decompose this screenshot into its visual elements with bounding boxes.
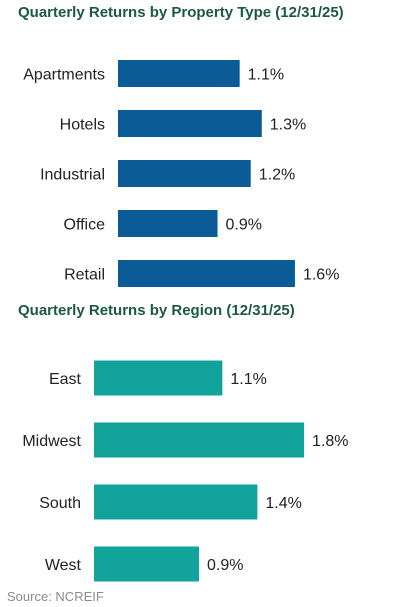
value-label: 1.1% [248, 67, 284, 84]
category-label: Industrial [40, 167, 105, 184]
category-label: Office [64, 217, 106, 234]
value-label: 1.6% [303, 267, 339, 284]
category-label: Midwest [22, 433, 81, 450]
source-note: Source: NCREIF [7, 589, 104, 604]
value-label: 1.4% [265, 495, 301, 512]
bar-hotels [118, 110, 262, 137]
category-label: Hotels [60, 117, 105, 134]
category-label: East [49, 371, 82, 388]
bar-retail [118, 260, 295, 287]
value-label: 0.9% [207, 557, 243, 574]
category-label: West [45, 557, 82, 574]
value-label: 1.3% [270, 117, 306, 134]
bar-west [94, 546, 200, 582]
category-label: Apartments [23, 67, 105, 84]
bar-apartments [118, 60, 240, 87]
value-label: 1.8% [312, 433, 348, 450]
bar-industrial [118, 160, 251, 187]
category-label: South [39, 495, 81, 512]
chart-title-property-type: Quarterly Returns by Property Type (12/3… [18, 4, 344, 21]
value-label: 1.2% [259, 167, 295, 184]
bar-office [118, 210, 218, 237]
value-label: 0.9% [226, 217, 262, 234]
value-label: 1.1% [230, 371, 266, 388]
bar-south [94, 484, 258, 520]
chart-title-region: Quarterly Returns by Region (12/31/25) [18, 302, 295, 319]
bar-east [94, 360, 223, 396]
bar-midwest [94, 422, 305, 458]
category-label: Retail [64, 267, 105, 284]
chart-property-type: Apartments 1.1% Hotels 1.3% Industrial 1.2% Of… [23, 60, 339, 287]
